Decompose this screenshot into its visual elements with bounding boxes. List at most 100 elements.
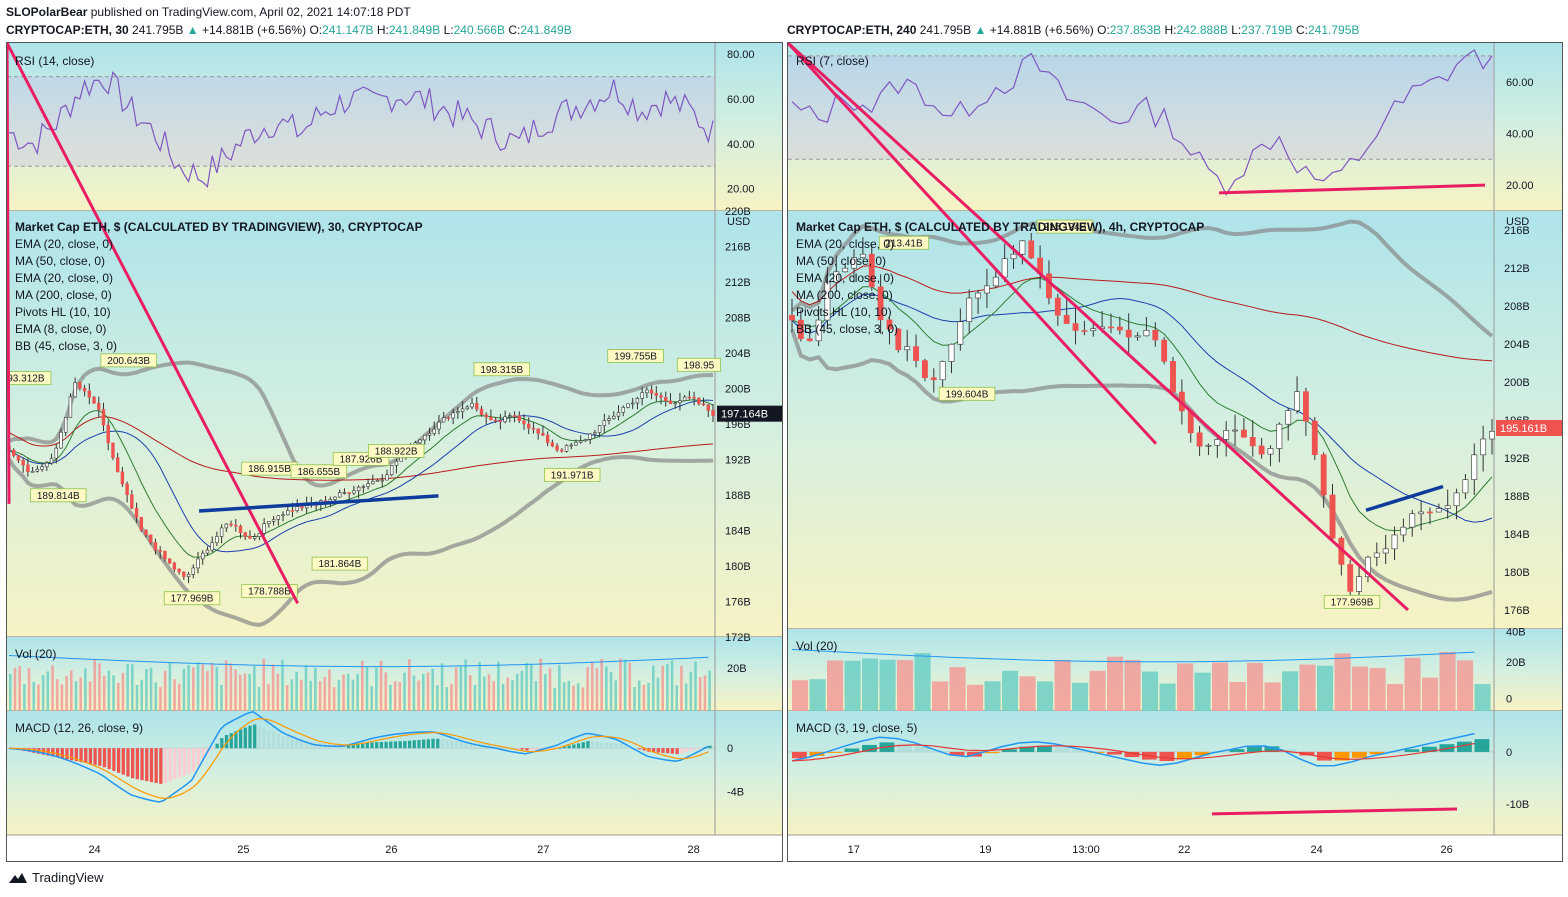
macd-histogram-bar <box>949 751 965 756</box>
macd-histogram-bar <box>914 746 930 752</box>
left-main-title[interactable]: Market Cap ETH, $ (CALCULATED BY TRADING… <box>15 220 423 234</box>
macd-histogram-bar <box>609 742 614 749</box>
macd-histogram-bar <box>1422 746 1437 752</box>
right-main-title[interactable]: Market Cap ETH, $ (CALCULATED BY TRADING… <box>796 220 1205 234</box>
volume-bar <box>879 659 896 711</box>
right-macd-title[interactable]: MACD (3, 19, close, 5) <box>796 721 918 735</box>
candle <box>1435 508 1442 513</box>
left-chart-panel[interactable]: 80.00 60.00 40.00 20.00 USD 220B 216B 212B 208B 2… <box>6 42 783 862</box>
candle <box>1311 420 1318 456</box>
left-indicator[interactable]: EMA (20, close, 0) <box>15 271 114 285</box>
left-indicator[interactable]: MA (50, close, 0) <box>15 254 106 268</box>
time-tick-label: 22 <box>1178 844 1190 856</box>
pivot-label-box <box>676 357 721 372</box>
macd-histogram-bar <box>698 748 703 750</box>
candle <box>682 396 687 402</box>
volume-bar <box>478 661 481 711</box>
candle <box>1232 429 1238 432</box>
right-rsi-title[interactable]: RSI (7, close) <box>796 54 869 68</box>
candle <box>125 483 129 495</box>
pivot-label-box <box>607 349 664 363</box>
volume-bar <box>220 684 223 711</box>
left-indicator[interactable]: EMA (8, close, 0) <box>15 322 107 336</box>
macd-histogram-bar <box>220 738 224 749</box>
left-low: 240.566B <box>453 23 505 37</box>
bb-lower-band <box>790 328 1493 602</box>
volume-bar <box>515 673 519 711</box>
pivot-label: 191.971B <box>551 470 594 481</box>
volume-bar <box>351 679 355 711</box>
volume-bar <box>680 665 683 711</box>
candle <box>508 415 512 418</box>
right-vol-title[interactable]: Vol (20) <box>796 639 838 653</box>
volume-bar <box>844 660 861 711</box>
left-rsi-title[interactable]: RSI (14, close) <box>15 54 95 68</box>
right-indicator[interactable]: MA (50, close, 0) <box>796 254 887 268</box>
macd-histogram-bar <box>271 731 276 749</box>
ema20-line <box>791 277 1493 532</box>
volume-bar <box>544 674 547 711</box>
candle <box>498 420 503 422</box>
candle <box>1258 445 1265 455</box>
pivot-label-box <box>7 371 52 386</box>
candle <box>182 571 186 577</box>
candle <box>394 460 399 466</box>
left-indicator[interactable]: Pivots HL (10, 10) <box>15 305 111 319</box>
author-name[interactable]: SLOPolarBear <box>6 5 88 19</box>
macd-histogram-bar <box>426 739 430 749</box>
macd-histogram-bar <box>576 743 581 749</box>
price-tick-label: 188B <box>725 490 751 502</box>
left-indicator[interactable]: EMA (20, close, 0) <box>15 237 114 251</box>
candle <box>26 464 30 473</box>
candle <box>342 492 347 494</box>
macd-histogram-bar <box>398 741 402 749</box>
left-indicator[interactable]: MA (200, close, 0) <box>15 288 112 302</box>
pivot-label-box <box>1036 219 1094 234</box>
candle <box>437 421 441 430</box>
volume-bar <box>1369 667 1386 711</box>
right-indicator[interactable]: EMA (20, close, 0) <box>796 237 895 251</box>
candle <box>1143 329 1150 337</box>
pivot-label: 215.124B <box>1044 222 1087 233</box>
candle <box>1161 339 1168 362</box>
right-indicator[interactable]: EMA (20, close, 0) <box>796 271 895 285</box>
right-indicator[interactable]: MA (200, close, 0) <box>796 288 893 302</box>
candle <box>153 542 158 551</box>
candle <box>574 441 578 446</box>
candle <box>295 506 299 512</box>
candle <box>859 253 866 258</box>
candle <box>984 285 990 294</box>
volume-bar <box>356 673 359 711</box>
candle <box>418 439 422 444</box>
macd-histogram-bar <box>534 748 538 750</box>
volume-bar <box>18 666 21 711</box>
price-tick-label: 216B <box>1504 225 1530 237</box>
candle <box>248 536 252 539</box>
right-chart-panel[interactable]: 60.00 40.00 20.00 USD 216B 212B 208B 204B 200B 19… <box>787 42 1563 862</box>
volume-bar <box>65 676 68 711</box>
candle <box>1081 330 1088 332</box>
macd-histogram-bar <box>253 724 257 749</box>
candle <box>645 389 649 394</box>
macd-histogram-bar <box>281 735 285 749</box>
volume-bar <box>445 687 449 711</box>
rsi-tick-label: 80.00 <box>727 49 755 61</box>
right-indicator[interactable]: BB (45, close, 3, 0) <box>796 322 899 336</box>
time-tick-label: 27 <box>537 844 549 856</box>
macd-histogram-bar <box>304 740 308 749</box>
candle <box>366 483 370 487</box>
left-indicator[interactable]: BB (45, close, 3, 0) <box>15 339 118 353</box>
candle <box>267 520 271 524</box>
candle <box>503 416 507 422</box>
macd-histogram-bar <box>454 740 459 749</box>
macd-histogram-bar <box>897 743 912 752</box>
tradingview-footer[interactable]: TradingView <box>8 870 104 885</box>
volume-bar <box>581 687 585 711</box>
candle <box>1329 494 1336 539</box>
right-indicator[interactable]: Pivots HL (10, 10) <box>796 305 892 319</box>
left-macd-title[interactable]: MACD (12, 26, close, 9) <box>15 721 144 735</box>
left-vol-title[interactable]: Vol (20) <box>15 647 57 661</box>
candle <box>541 433 545 436</box>
